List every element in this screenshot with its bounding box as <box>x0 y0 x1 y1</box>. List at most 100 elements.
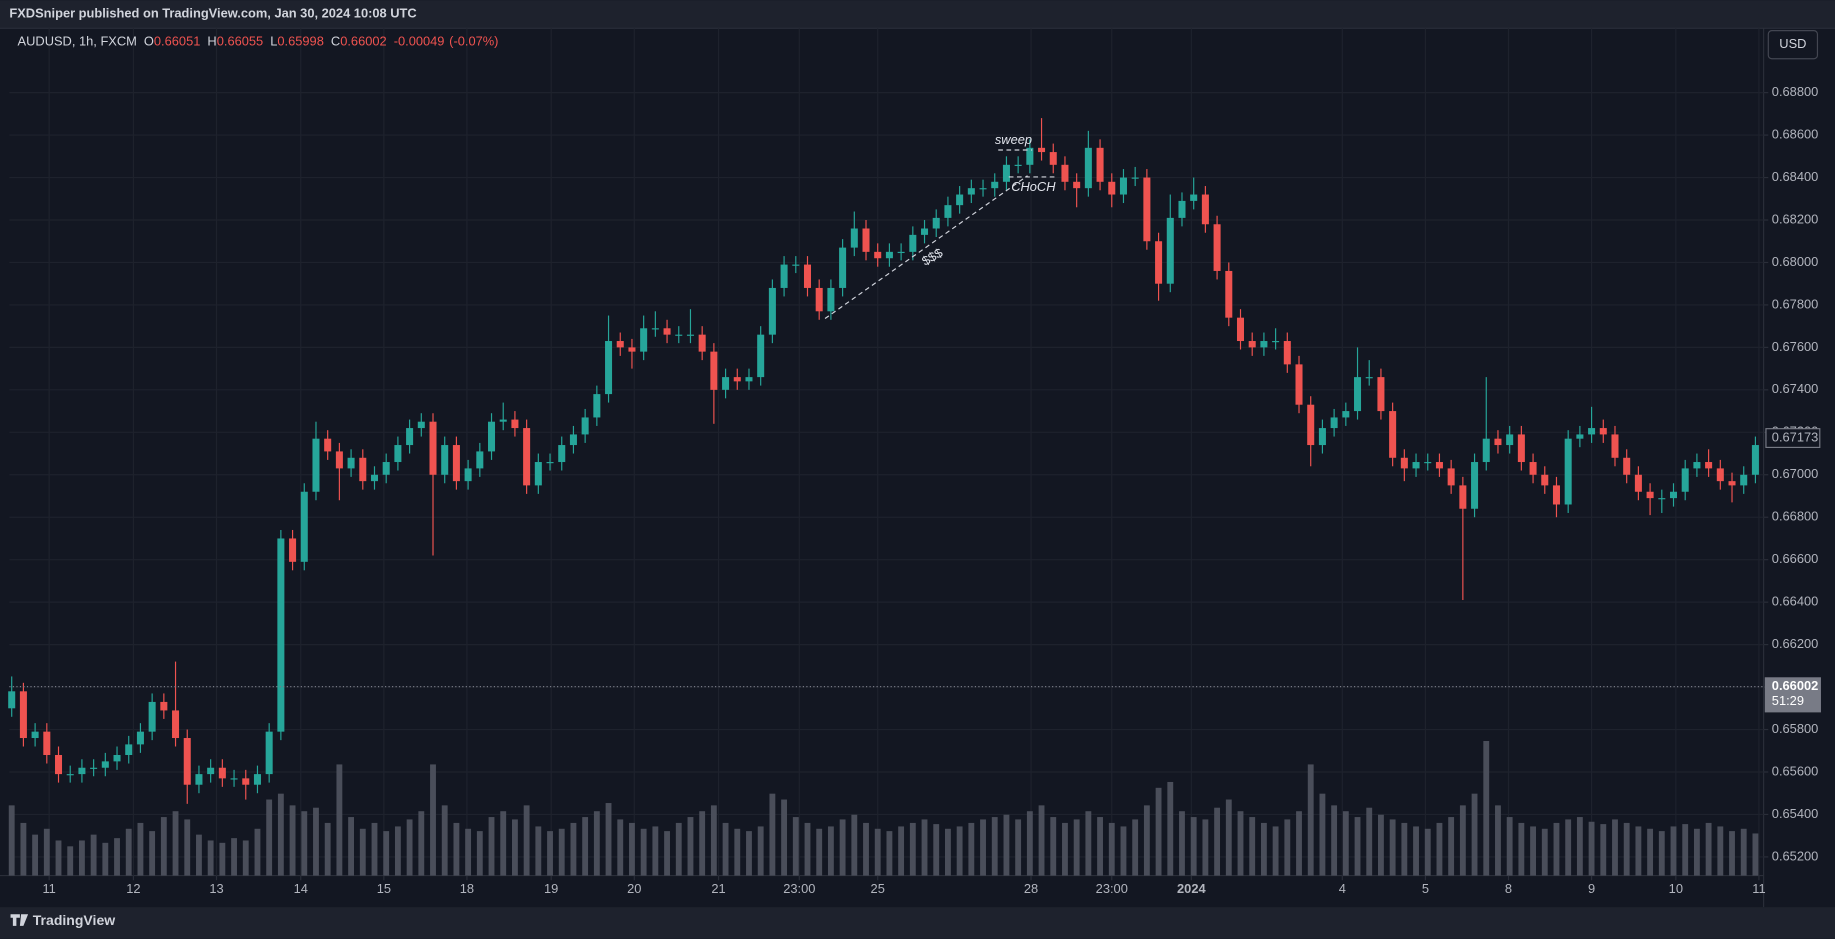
candle-body <box>452 445 460 482</box>
candle-body <box>523 428 531 486</box>
volume-bar <box>371 822 378 876</box>
volume-bar <box>8 805 15 876</box>
volume-bar <box>1565 819 1572 876</box>
candle-body <box>1049 152 1057 165</box>
volume-bar <box>1307 764 1314 876</box>
currency-button[interactable] <box>1767 30 1819 60</box>
volume-bar <box>1085 811 1092 876</box>
candle-body <box>1517 434 1525 463</box>
volume-bar <box>1717 826 1724 876</box>
annotation-choch: CHoCH <box>1011 179 1056 194</box>
candle-body <box>1272 341 1280 343</box>
volume-bar <box>1272 826 1279 876</box>
volume-bar <box>1073 819 1080 876</box>
y-tick-label: 0.67800 <box>1772 296 1818 311</box>
candle-body <box>815 287 823 312</box>
y-tick-label: 0.66200 <box>1772 636 1818 651</box>
volume-bar <box>956 826 963 876</box>
candle-body <box>616 341 624 348</box>
marker-price-box <box>1765 428 1821 448</box>
y-tick-label: 0.68600 <box>1772 126 1818 141</box>
volume-bar <box>886 831 893 876</box>
candle-body <box>1482 438 1490 463</box>
volume-bar <box>558 828 565 876</box>
y-tick-label: 0.65600 <box>1772 763 1818 778</box>
legend-value: 0.66002 <box>340 34 386 49</box>
volume-bar <box>1612 819 1618 876</box>
volume-bar <box>1155 787 1162 876</box>
volume-bar <box>629 822 635 876</box>
candle-body <box>1681 468 1689 492</box>
candle-body <box>956 194 964 206</box>
y-tick-label: 0.66400 <box>1772 594 1818 609</box>
volume-bar <box>593 811 600 876</box>
annotation-sweep: sweep <box>995 132 1032 147</box>
candle-body <box>605 341 613 395</box>
volume-bar <box>1693 828 1700 876</box>
candle-body <box>172 710 180 739</box>
candle-body <box>1541 474 1549 486</box>
volume-bar <box>1436 822 1443 876</box>
candle-body <box>839 247 847 288</box>
last-price-box <box>1764 677 1821 713</box>
volume-bar <box>523 805 530 876</box>
volume-bar <box>406 819 413 876</box>
volume-bar <box>1108 822 1115 876</box>
volume-bar <box>675 822 682 876</box>
candle-body <box>1131 177 1139 179</box>
candle-body <box>1307 404 1315 446</box>
candle-body <box>1354 377 1362 412</box>
volume-bar <box>874 828 881 876</box>
x-tick-label: 10 <box>1669 881 1683 896</box>
x-tick-label: 13 <box>209 881 223 896</box>
volume-bar <box>301 811 308 876</box>
candle-body <box>1740 474 1748 486</box>
candle-body <box>90 767 98 769</box>
volume-bar <box>804 822 811 876</box>
candle-body <box>1435 462 1443 469</box>
candle-body <box>1412 462 1420 469</box>
volume-bar <box>1038 805 1045 876</box>
volume-bar <box>757 826 764 876</box>
x-tick-label: 11 <box>1752 881 1765 896</box>
candle-body <box>768 287 776 335</box>
volume-bar <box>921 819 928 876</box>
volume-bar <box>254 828 261 876</box>
candle-body <box>1728 481 1736 486</box>
candle-body <box>722 377 730 390</box>
volume-bar <box>125 828 132 876</box>
volume-bar <box>55 840 62 876</box>
candle-body <box>1494 438 1502 446</box>
candle-body <box>1073 181 1081 189</box>
candle-body <box>43 731 51 756</box>
volume-bar <box>348 817 355 876</box>
volume-bar <box>1682 824 1689 876</box>
volume-bar <box>32 834 39 876</box>
volume-bar <box>43 828 50 876</box>
volume-bar <box>1740 828 1747 876</box>
legend-value: 0.65998 <box>277 34 323 49</box>
volume-bar <box>1705 822 1712 876</box>
candle-body <box>581 417 589 435</box>
candle-body <box>558 445 566 463</box>
volume-bar <box>114 838 120 876</box>
publisher: FXDSniper published on TradingView.com, … <box>9 6 416 21</box>
candle-body <box>289 538 297 562</box>
volume-bar <box>1214 807 1221 876</box>
volume-bar <box>196 834 202 876</box>
candle-body <box>921 228 929 235</box>
volume-bar <box>383 831 390 876</box>
volume-bar <box>1342 811 1349 876</box>
candle-body <box>429 421 437 475</box>
volume-bar <box>1530 826 1536 876</box>
y-tick-label: 0.68200 <box>1772 211 1818 226</box>
candle-body <box>511 419 519 429</box>
candle-body <box>101 761 109 768</box>
axes-layer: 0.652000.654000.656000.658000.660000.662… <box>9 84 1821 896</box>
legend-key: L <box>270 34 277 49</box>
liquidity-line <box>824 175 1028 320</box>
currency-label[interactable]: USD <box>1779 36 1806 51</box>
candle-body <box>78 767 86 775</box>
volume-bar <box>1366 807 1373 876</box>
candle-body <box>1248 341 1256 348</box>
